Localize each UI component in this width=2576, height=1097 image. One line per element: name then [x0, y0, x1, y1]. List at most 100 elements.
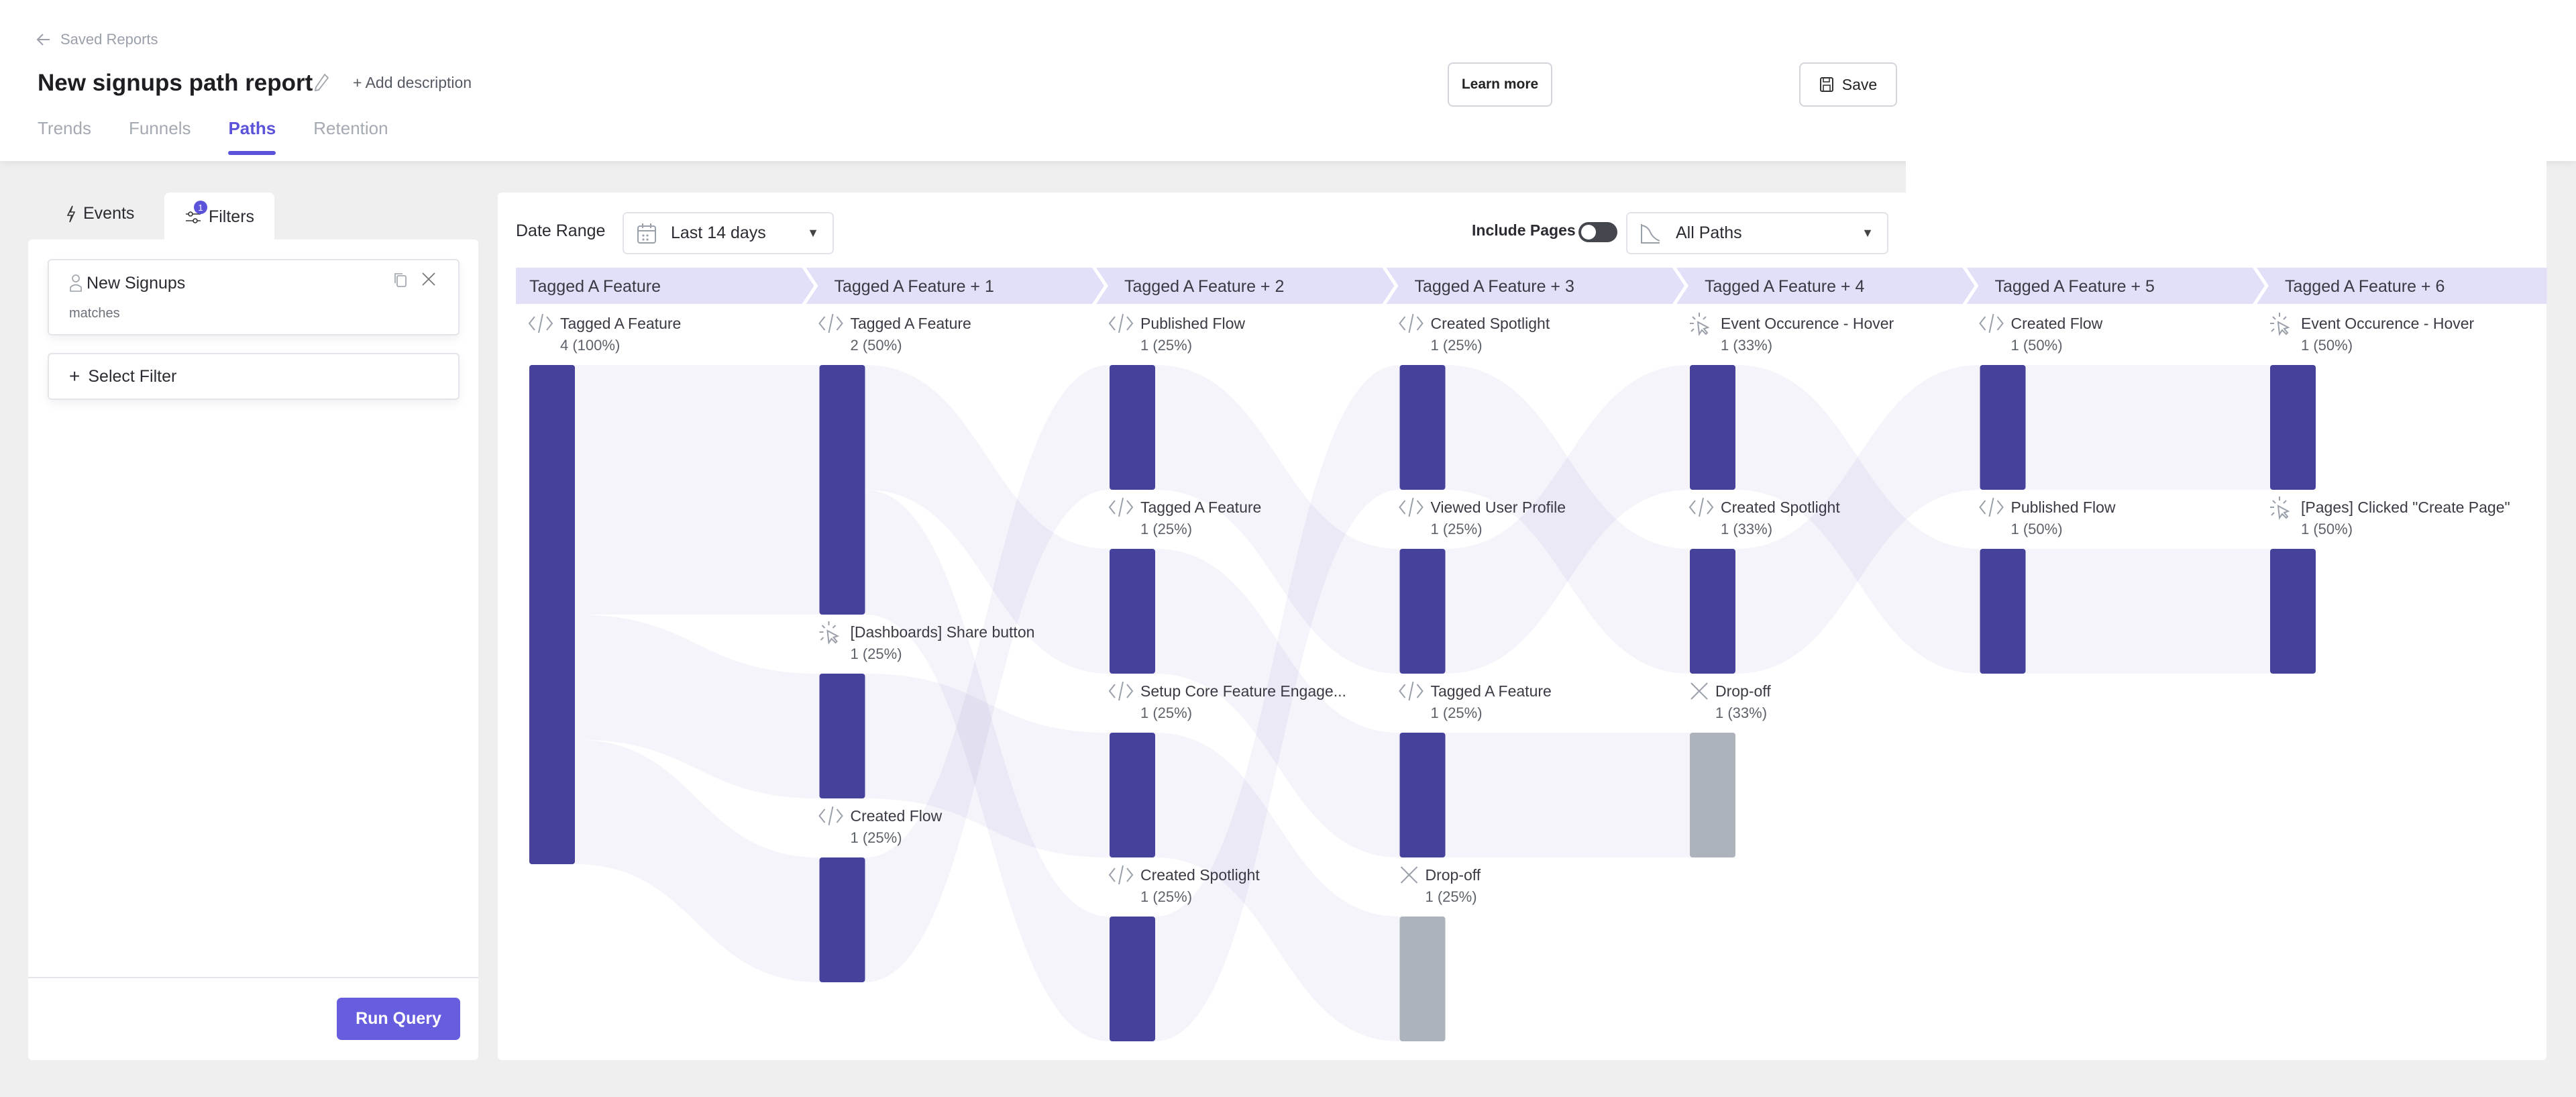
- path-node[interactable]: Tagged A Feature 4 (100%): [528, 313, 681, 864]
- click-icon: [2270, 497, 2290, 520]
- paths-dropdown[interactable]: All Paths ▼: [1626, 212, 1888, 254]
- paths-value: All Paths: [1676, 223, 1742, 242]
- tab-paths[interactable]: Paths: [228, 118, 276, 155]
- node-count: 1 (25%): [1140, 888, 1192, 905]
- path-node[interactable]: Setup Core Feature Engage... 1 (25%): [1108, 681, 1346, 857]
- path-link[interactable]: [865, 490, 1110, 1041]
- node-bar[interactable]: [1399, 549, 1446, 674]
- node-bar[interactable]: [819, 857, 865, 982]
- path-link[interactable]: [1445, 733, 1690, 857]
- path-link[interactable]: [865, 674, 1110, 857]
- node-bar[interactable]: [2270, 549, 2316, 674]
- path-node[interactable]: Created Spotlight 1 (25%): [1399, 313, 1550, 490]
- path-link[interactable]: [575, 739, 820, 982]
- node-count: 1 (50%): [2011, 337, 2063, 354]
- node-bar[interactable]: [819, 365, 865, 615]
- path-node[interactable]: Tagged A Feature 2 (50%): [818, 313, 971, 615]
- step-header-label: Tagged A Feature + 6: [2285, 277, 2445, 296]
- sliders-icon: [185, 211, 201, 223]
- select-filter-button[interactable]: + Select Filter: [48, 353, 460, 400]
- path-node[interactable]: Event Occurence - Hover 1 (50%): [2270, 313, 2475, 490]
- tab-trends[interactable]: Trends: [38, 118, 91, 138]
- path-node[interactable]: Published Flow 1 (25%): [1108, 313, 1245, 490]
- path-link[interactable]: [575, 365, 820, 615]
- report-header: [0, 0, 2576, 161]
- dropoff-node[interactable]: Drop-off 1 (33%): [1690, 682, 1771, 857]
- node-bar[interactable]: [1980, 365, 2026, 490]
- pencil-icon[interactable]: [313, 72, 330, 93]
- code-icon: [1399, 497, 1424, 517]
- dropoff-bar[interactable]: [1690, 733, 1735, 857]
- node-label: Event Occurence - Hover: [2301, 315, 2475, 332]
- tab-retention[interactable]: Retention: [313, 118, 388, 138]
- path-link[interactable]: [1155, 549, 1400, 857]
- node-bar[interactable]: [1110, 733, 1155, 857]
- path-link[interactable]: [1155, 365, 1400, 674]
- click-icon: [1690, 313, 1710, 336]
- close-icon[interactable]: [421, 271, 437, 287]
- filter-card-new-signups[interactable]: New Signups matches: [48, 259, 460, 335]
- path-node[interactable]: Viewed User Profile 1 (25%): [1399, 497, 1566, 674]
- node-bar[interactable]: [1399, 733, 1446, 857]
- path-link[interactable]: [1445, 365, 1690, 674]
- node-label: Tagged A Feature: [560, 315, 681, 332]
- node-bar[interactable]: [1110, 365, 1155, 490]
- add-description-button[interactable]: + Add description: [353, 74, 472, 92]
- path-node[interactable]: Tagged A Feature 1 (25%): [1108, 497, 1261, 674]
- sidebar-tab-events[interactable]: Events: [66, 204, 134, 223]
- path-link[interactable]: [1445, 365, 1690, 674]
- path-link[interactable]: [865, 365, 1110, 674]
- back-to-saved-reports[interactable]: Saved Reports: [36, 31, 158, 48]
- path-link[interactable]: [1735, 365, 1980, 674]
- code-icon: [818, 806, 843, 826]
- node-bar[interactable]: [1399, 365, 1446, 490]
- node-count: 1 (33%): [1715, 704, 1767, 721]
- node-bar[interactable]: [1980, 549, 2026, 674]
- node-label: Created Flow: [851, 807, 943, 825]
- path-node[interactable]: Event Occurence - Hover 1 (33%): [1690, 313, 1894, 490]
- code-icon: [1108, 865, 1134, 885]
- path-node[interactable]: Created Flow 1 (25%): [818, 806, 943, 982]
- path-link[interactable]: [1735, 365, 1980, 674]
- learn-more-button[interactable]: Learn more: [1448, 62, 1552, 107]
- path-link[interactable]: [865, 365, 1110, 982]
- path-node[interactable]: Published Flow 1 (50%): [1979, 497, 2116, 674]
- path-node[interactable]: Created Flow 1 (50%): [1979, 313, 2103, 490]
- node-label: Tagged A Feature: [851, 315, 971, 332]
- step-header-band: [1096, 268, 1395, 304]
- path-node[interactable]: Tagged A Feature 1 (25%): [1399, 681, 1552, 857]
- path-node[interactable]: [Pages] Clicked "Create Page" 1 (50%): [2270, 497, 2510, 674]
- node-bar[interactable]: [529, 365, 575, 864]
- node-bar[interactable]: [2270, 365, 2316, 490]
- run-query-button[interactable]: Run Query: [337, 998, 460, 1040]
- step-header-label: Tagged A Feature + 4: [1705, 277, 1864, 296]
- step-header-band: [1966, 268, 2265, 304]
- node-label: Created Spotlight: [1721, 499, 1840, 516]
- duplicate-icon[interactable]: [392, 271, 409, 289]
- dropoff-node[interactable]: Drop-off 1 (25%): [1399, 866, 1481, 1041]
- node-bar[interactable]: [1110, 549, 1155, 674]
- sidebar-tab-filters[interactable]: 1 Filters: [164, 193, 274, 242]
- path-link[interactable]: [1155, 365, 1400, 1041]
- node-bar[interactable]: [1110, 917, 1155, 1041]
- report-type-tabs: Trends Funnels Paths Retention: [38, 118, 426, 155]
- dropoff-bar[interactable]: [1399, 917, 1446, 1041]
- node-bar[interactable]: [819, 674, 865, 798]
- path-node[interactable]: Created Spotlight 1 (33%): [1688, 497, 1840, 674]
- tab-funnels[interactable]: Funnels: [128, 118, 191, 138]
- path-link[interactable]: [2025, 365, 2271, 490]
- path-link[interactable]: [1155, 733, 1400, 1041]
- node-label: Setup Core Feature Engage...: [1140, 682, 1346, 700]
- header-extension: [1906, 158, 2546, 198]
- date-range-dropdown[interactable]: Last 14 days ▼: [623, 212, 834, 254]
- include-pages-toggle[interactable]: [1578, 222, 1617, 242]
- path-node[interactable]: Created Spotlight 1 (25%): [1108, 865, 1260, 1041]
- save-button[interactable]: Save: [1799, 62, 1897, 107]
- path-link[interactable]: [575, 615, 820, 798]
- node-count: 2 (50%): [851, 337, 902, 354]
- node-bar[interactable]: [1690, 365, 1735, 490]
- path-link[interactable]: [2025, 549, 2271, 674]
- node-bar[interactable]: [1690, 549, 1735, 674]
- path-node[interactable]: [Dashboards] Share button 1 (25%): [819, 621, 1035, 798]
